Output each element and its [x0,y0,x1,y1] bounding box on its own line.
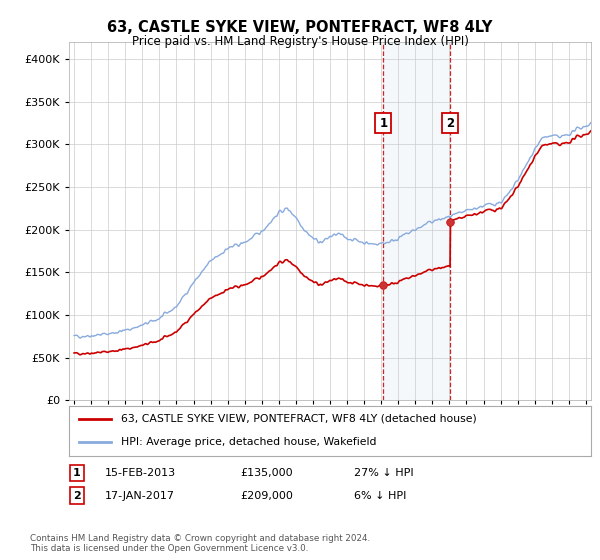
Text: 63, CASTLE SYKE VIEW, PONTEFRACT, WF8 4LY: 63, CASTLE SYKE VIEW, PONTEFRACT, WF8 4L… [107,20,493,35]
Text: 15-FEB-2013: 15-FEB-2013 [105,468,176,478]
Text: £209,000: £209,000 [240,491,293,501]
Bar [383,42,450,400]
Text: Price paid vs. HM Land Registry's House Price Index (HPI): Price paid vs. HM Land Registry's House … [131,35,469,48]
Text: 1: 1 [379,116,388,129]
Text: 17-JAN-2017: 17-JAN-2017 [105,491,175,501]
Text: Contains HM Land Registry data © Crown copyright and database right 2024.
This d: Contains HM Land Registry data © Crown c… [30,534,370,553]
Text: 63, CASTLE SYKE VIEW, PONTEFRACT, WF8 4LY (detached house): 63, CASTLE SYKE VIEW, PONTEFRACT, WF8 4L… [121,414,477,423]
Text: 6% ↓ HPI: 6% ↓ HPI [354,491,406,501]
Text: HPI: Average price, detached house, Wakefield: HPI: Average price, detached house, Wake… [121,437,377,447]
Text: 1: 1 [73,468,80,478]
Text: 27% ↓ HPI: 27% ↓ HPI [354,468,413,478]
Text: 2: 2 [446,116,454,129]
Text: £135,000: £135,000 [240,468,293,478]
Text: 2: 2 [73,491,80,501]
